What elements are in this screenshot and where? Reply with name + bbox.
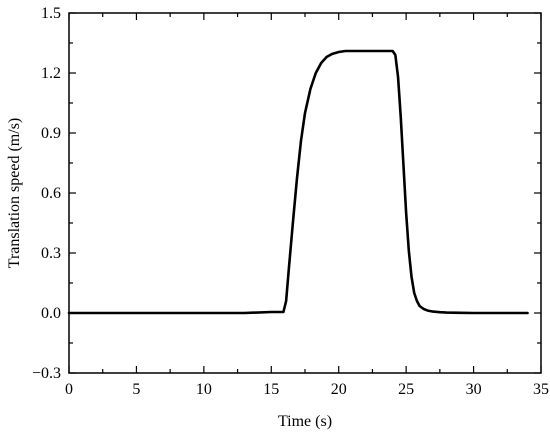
y-tick-label: 1.5 [41, 5, 61, 22]
x-tick-label: 15 [263, 381, 279, 398]
y-tick-label: −0.3 [32, 365, 61, 382]
x-axis-title: Time (s) [278, 413, 332, 430]
y-tick-label: 0.3 [41, 245, 61, 262]
y-axis-title: Translation speed (m/s) [6, 118, 23, 269]
x-tick-label: 5 [132, 381, 140, 398]
x-tick-label: 30 [466, 381, 482, 398]
y-tick-label: 0.0 [41, 305, 61, 322]
x-tick-label: 35 [533, 381, 549, 398]
y-tick-label: 0.9 [41, 125, 61, 142]
x-tick-label: 20 [331, 381, 347, 398]
ticks-layer [68, 12, 542, 374]
x-tick-label: 0 [65, 381, 73, 398]
tick-labels-layer: 0 5 10 15 20 25 30 35 −0.3 0.0 0.3 0.6 0.9 1.2 1.5 [32, 5, 549, 398]
x-tick-label: 25 [398, 381, 414, 398]
plot-area-frame [68, 12, 542, 374]
y-tick-label: 0.6 [41, 185, 61, 202]
y-tick-label: 1.2 [41, 65, 61, 82]
x-tick-label: 10 [196, 381, 212, 398]
series-line [67, 49, 529, 315]
